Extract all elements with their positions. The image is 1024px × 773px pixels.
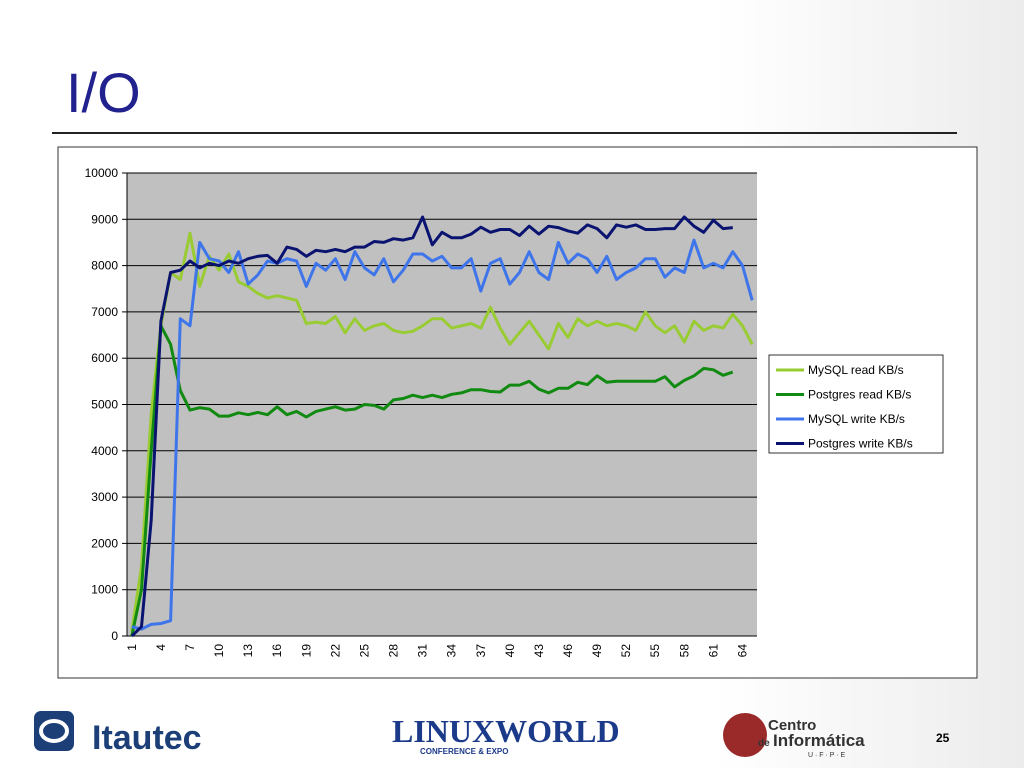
logo-text: Informática: [773, 731, 865, 750]
x-tick-label: 49: [590, 644, 604, 658]
legend-label: Postgres read KB/s: [808, 388, 911, 402]
y-tick-label: 9000: [91, 212, 118, 226]
x-tick-label: 43: [532, 644, 546, 658]
x-tick-label: 7: [183, 644, 197, 651]
slide-title: I/O: [66, 61, 141, 124]
y-tick-label: 6000: [91, 351, 118, 365]
x-tick-label: 58: [677, 644, 691, 658]
legend-label: MySQL write KB/s: [808, 412, 905, 426]
y-tick-label: 1000: [91, 583, 118, 597]
y-tick-label: 3000: [91, 490, 118, 504]
y-tick-label: 5000: [91, 398, 118, 412]
series-line: [130, 324, 734, 637]
x-tick-label: 37: [474, 644, 488, 658]
series-line: [130, 215, 733, 638]
y-tick-label: 7000: [91, 305, 118, 319]
x-tick-label: 52: [619, 644, 633, 658]
itautec-icon-eye: [39, 719, 69, 743]
x-tick-label: 4: [154, 644, 168, 651]
logo-text: Itautec: [92, 719, 202, 757]
x-tick-label: 64: [735, 644, 749, 658]
series-line: [131, 238, 754, 631]
y-tick-label: 10000: [85, 166, 119, 180]
x-tick-label: 1: [125, 644, 139, 651]
legend-label: MySQL read KB/s: [808, 363, 904, 377]
logo-text: de: [758, 738, 770, 749]
y-tick-label: 4000: [91, 444, 118, 458]
logo-text: LINUXWORLD: [392, 713, 620, 749]
x-tick-label: 28: [387, 644, 401, 658]
y-tick-label: 8000: [91, 259, 118, 273]
x-tick-label: 31: [416, 644, 430, 658]
x-tick-label: 40: [503, 644, 517, 658]
series-line: [130, 231, 754, 632]
itautec-icon: [34, 711, 74, 751]
logo-text: CONFERENCE & EXPO: [420, 747, 508, 756]
x-tick-label: 46: [561, 644, 575, 658]
x-tick-label: 61: [706, 644, 720, 658]
x-tick-label: 25: [357, 644, 371, 658]
legend-label: Postgres write KB/s: [808, 437, 913, 451]
page-number: 25: [936, 731, 950, 745]
x-tick-label: 10: [212, 644, 226, 658]
ci-icon: [723, 713, 767, 757]
y-tick-label: 0: [111, 629, 118, 643]
x-tick-label: 13: [241, 644, 255, 658]
x-tick-label: 19: [299, 644, 313, 658]
x-tick-label: 34: [445, 644, 459, 658]
x-tick-label: 16: [270, 644, 284, 658]
logo-text: Centro: [768, 717, 816, 734]
y-tick-label: 2000: [91, 536, 118, 550]
logo-text: U · F · P · E: [808, 752, 846, 759]
x-tick-label: 22: [328, 644, 342, 658]
x-tick-label: 55: [648, 644, 662, 658]
